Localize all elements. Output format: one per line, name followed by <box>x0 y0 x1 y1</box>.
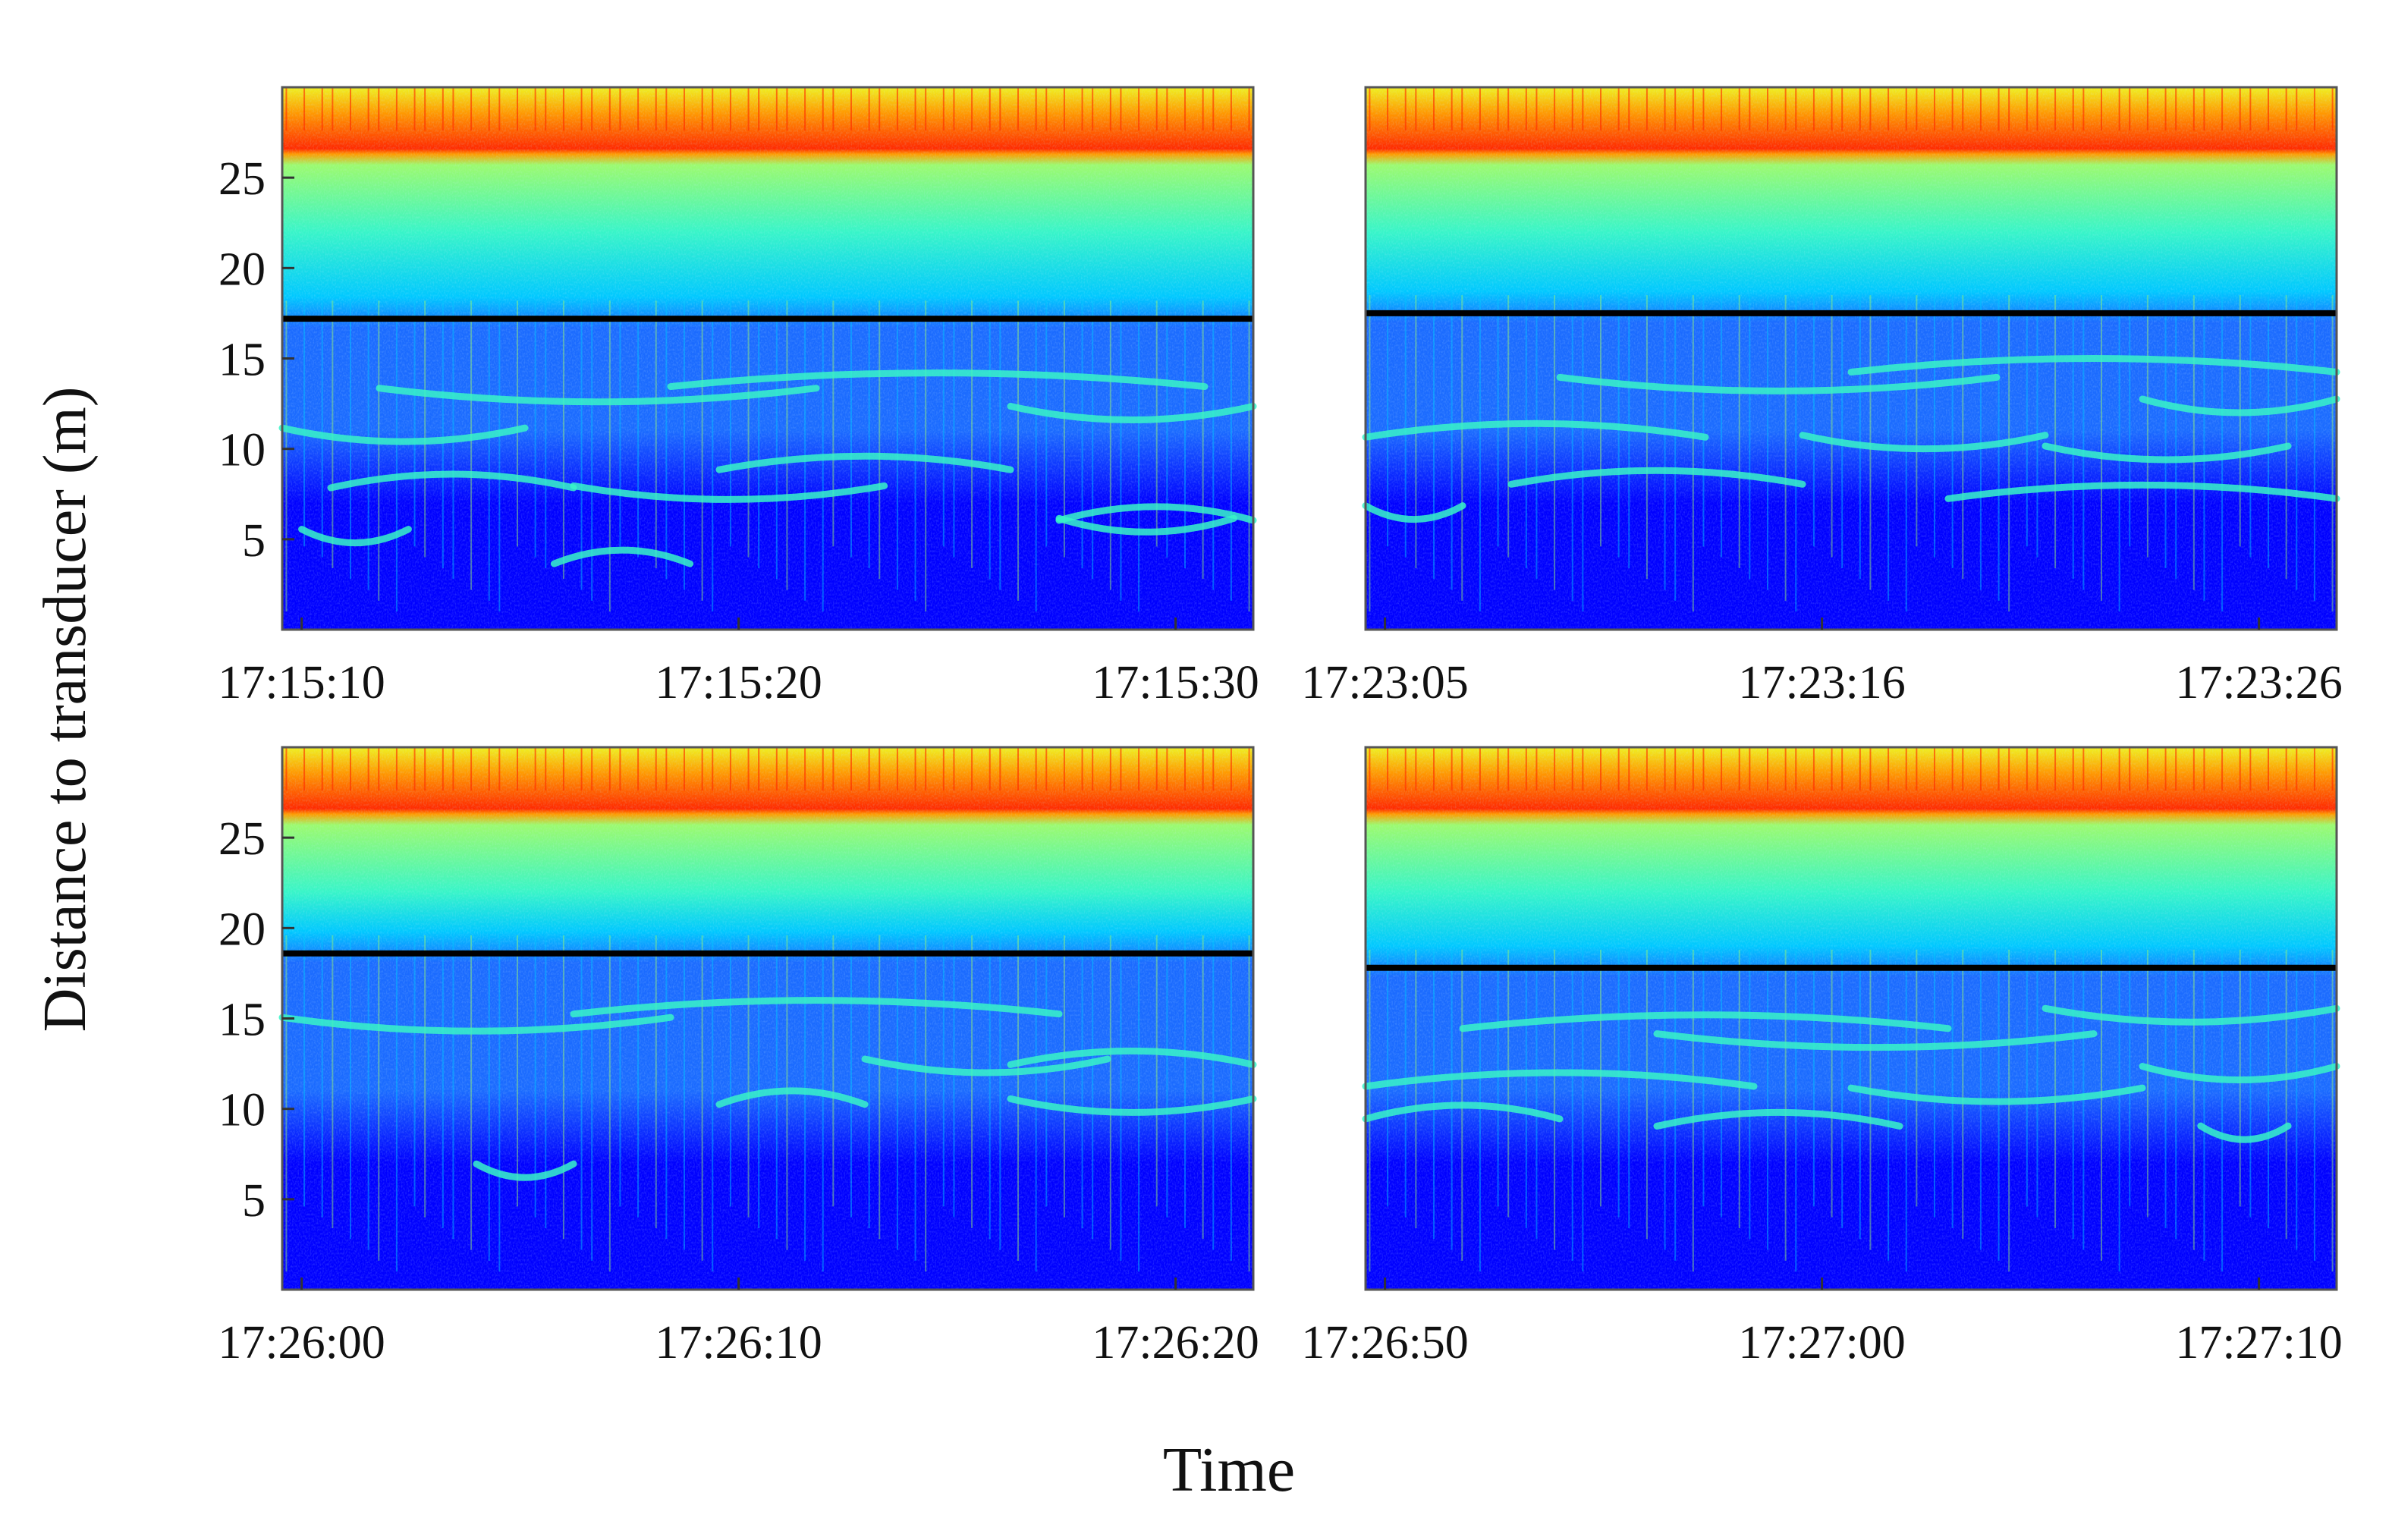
layer-trace <box>2139 395 2340 416</box>
x-tick-label: 17:15:10 <box>218 657 385 709</box>
x-tick-label: 17:26:00 <box>218 1317 385 1369</box>
y-tick-label: 20 <box>218 904 266 955</box>
panel-bottom-left: 5 10 15 20 25 17:26:00 17:26:10 17:26:20 <box>218 746 1259 1369</box>
layer-trace <box>1847 355 2340 376</box>
layer-trace <box>376 385 820 406</box>
panels: 5 10 15 20 25 17:15:10 17:15:20 17:15:30 17:23:0… <box>218 86 2343 1369</box>
layer-trace <box>570 482 888 503</box>
layer-trace <box>1055 514 1237 536</box>
y-tick-label: 5 <box>242 1175 266 1227</box>
layer-trace <box>715 1087 869 1108</box>
heatmap-noise <box>282 747 1253 1290</box>
y-tick-label: 25 <box>218 813 266 865</box>
layer-trace <box>1653 1108 1903 1130</box>
vertical-streaks <box>285 747 1250 1272</box>
x-tick-label: 17:15:30 <box>1092 657 1259 709</box>
layer-trace <box>1362 1069 1758 1090</box>
layer-trace <box>298 526 412 546</box>
vertical-streaks <box>1369 747 2334 1272</box>
layer-trace <box>1055 503 1257 524</box>
layer-trace <box>278 424 529 445</box>
layer-trace <box>1362 1102 1564 1123</box>
layer-trace <box>2042 442 2292 464</box>
layer-trace <box>2139 1063 2340 1083</box>
x-tick-label: 17:15:20 <box>655 657 822 709</box>
layer-trace <box>2042 1004 2340 1026</box>
vertical-streaks <box>1369 87 2334 612</box>
y-tick-label: 15 <box>218 995 266 1046</box>
layer-trace <box>1007 1095 1257 1116</box>
layer-trace <box>1007 403 1257 423</box>
layer-trace <box>278 1014 674 1035</box>
y-tick-label: 15 <box>218 335 266 386</box>
y-tick-label: 10 <box>218 425 266 476</box>
layer-trace <box>1507 467 1806 488</box>
layer-trace <box>1362 420 1709 441</box>
layer-trace <box>861 1055 1111 1076</box>
layer-trace <box>1653 1030 2098 1051</box>
layer-trace <box>1556 373 2001 394</box>
x-tick-label: 17:27:10 <box>2175 1317 2342 1369</box>
y-tick-label: 20 <box>218 244 266 295</box>
layer-trace <box>1362 502 1466 523</box>
layer-trace <box>1799 432 2049 453</box>
layer-trace <box>1847 1084 2146 1105</box>
x-axis-label: Time <box>1163 1435 1295 1505</box>
panel-top-left: 5 10 15 20 25 17:15:10 17:15:20 17:15:30 <box>218 86 1259 709</box>
x-tick-label: 17:23:16 <box>1738 657 1905 709</box>
layer-trace <box>715 452 1014 473</box>
y-tick-label: 5 <box>242 515 266 567</box>
layer-trace <box>550 546 694 567</box>
y-tick-label: 25 <box>218 153 266 205</box>
heatmap-noise <box>282 87 1253 630</box>
layer-trace <box>1459 1011 1952 1032</box>
x-tick-label: 17:27:00 <box>1738 1317 1905 1369</box>
axes-frame <box>1364 746 2338 1291</box>
scattering-layers <box>278 997 1257 1181</box>
layer-trace <box>667 369 1209 391</box>
layer-trace <box>1007 1047 1257 1068</box>
layer-trace <box>2197 1122 2292 1143</box>
x-tick-label: 17:23:05 <box>1301 657 1468 709</box>
scattering-layers <box>278 369 1257 567</box>
vertical-streaks <box>285 87 1250 612</box>
layer-trace <box>473 1160 577 1181</box>
x-tick-label: 17:26:50 <box>1301 1317 1468 1369</box>
scattering-layers <box>1362 355 2340 523</box>
layer-trace <box>570 997 1063 1018</box>
x-tick-label: 17:23:26 <box>2175 657 2342 709</box>
layer-trace <box>1944 481 2340 502</box>
layer-trace <box>327 470 577 492</box>
x-tick-label: 17:26:10 <box>655 1317 822 1369</box>
scattering-layers <box>1362 1004 2340 1143</box>
y-axis-label: Distance to transducer (m) <box>32 387 99 1032</box>
panel-top-right: 17:23:05 17:23:16 17:23:26 <box>1301 86 2343 709</box>
y-tick-label: 10 <box>218 1085 266 1136</box>
axes-frame <box>1364 86 2338 631</box>
x-tick-label: 17:26:20 <box>1092 1317 1259 1369</box>
panel-bottom-right: 17:26:50 17:27:00 17:27:10 <box>1301 746 2343 1369</box>
